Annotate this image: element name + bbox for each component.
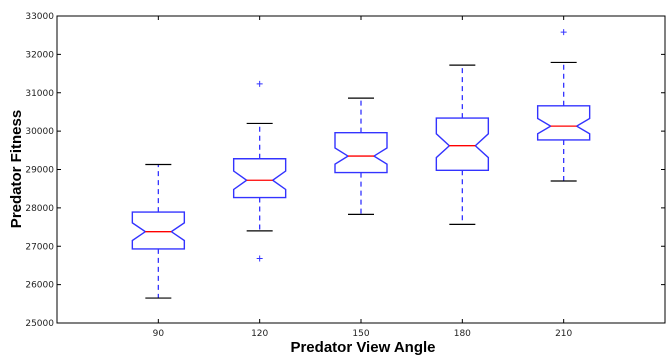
x-axis-title: Predator View Angle bbox=[290, 339, 435, 356]
x-tick-label: 180 bbox=[454, 329, 471, 339]
notched-box bbox=[334, 131, 388, 174]
box-group-90 bbox=[131, 163, 186, 299]
boxes-layer bbox=[131, 29, 591, 299]
box-group-210 bbox=[536, 29, 591, 182]
notched-box bbox=[536, 105, 591, 141]
y-axis-ticks: 25000 26000 27000 28000 29000 30000 31000 32000… bbox=[25, 12, 665, 329]
y-tick-label: 26000 bbox=[25, 281, 54, 291]
y-tick-label: 32000 bbox=[25, 50, 54, 60]
notched-box bbox=[435, 117, 490, 171]
box-group-180 bbox=[435, 64, 490, 225]
y-tick-label: 25000 bbox=[25, 319, 54, 329]
y-tick-label: 30000 bbox=[25, 127, 54, 137]
box-group-120 bbox=[232, 80, 287, 262]
y-tick-label: 33000 bbox=[25, 12, 54, 22]
notched-box bbox=[131, 211, 186, 250]
x-tick-label: 120 bbox=[251, 329, 268, 339]
x-axis-ticks: 90 120 150 180 210 bbox=[153, 16, 573, 339]
y-tick-label: 29000 bbox=[25, 166, 54, 176]
box-group-150 bbox=[334, 97, 388, 215]
outlier-marker bbox=[256, 80, 263, 87]
notched-box bbox=[232, 158, 287, 199]
y-tick-label: 27000 bbox=[25, 242, 54, 252]
x-tick-label: 150 bbox=[352, 329, 369, 339]
y-tick-label: 28000 bbox=[25, 204, 54, 214]
outlier-marker bbox=[560, 29, 567, 36]
outlier-marker bbox=[256, 255, 263, 262]
x-tick-label: 90 bbox=[153, 329, 165, 339]
y-axis-title: Predator Fitness bbox=[8, 110, 25, 228]
x-tick-label: 210 bbox=[555, 329, 572, 339]
y-tick-label: 31000 bbox=[25, 89, 54, 99]
